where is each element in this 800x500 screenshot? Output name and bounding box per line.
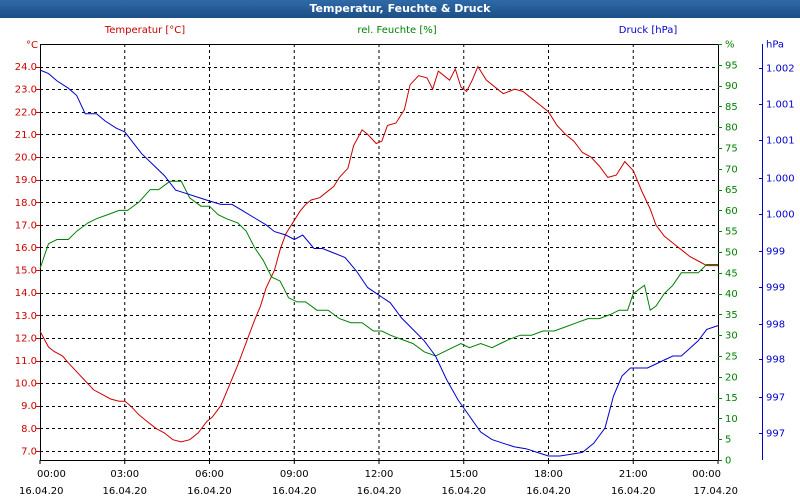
- humidity-tick-label: 85: [725, 102, 738, 113]
- humidity-tick-label: 10: [725, 414, 738, 425]
- x-tick-date-label: 16.04.20: [102, 486, 147, 497]
- pressure-tick-label: 1.000: [766, 174, 795, 185]
- pressure-axis: 997 997 998 998 999 999 1.000 1.000 1.001 1.001 1.…: [759, 40, 795, 440]
- humidity-axis-label: rel. Feuchte [%]: [357, 25, 436, 36]
- series-line-temperature: [39, 65, 718, 443]
- temperature-axis: 7.0 8.0 9.0 10.0 11.0 12.0 13.0 14.0 15.0 16.0 17.…: [15, 62, 40, 457]
- pressure-tick-label: hPa: [766, 40, 784, 51]
- humidity-tick-label: 35: [725, 310, 738, 321]
- temperature-tick-label: 20.0: [15, 153, 37, 164]
- x-tick-date-label: 16.04.20: [272, 486, 317, 497]
- temperature-tick-label: 10.0: [15, 379, 37, 390]
- pressure-tick-label: 1.000: [766, 210, 795, 221]
- temperature-axis-label: Temperatur [°C]: [104, 25, 185, 36]
- pressure-tick-label: 998: [766, 320, 785, 331]
- temperature-tick-label: 7.0: [21, 446, 37, 457]
- x-tick-date-label: 16.04.20: [441, 486, 486, 497]
- humidity-tick-label: 50: [725, 248, 738, 259]
- pressure-tick-label: 999: [766, 247, 785, 258]
- humidity-tick-label: 15: [725, 393, 738, 404]
- x-tick-time-label: 21:00: [619, 469, 648, 480]
- x-tick-time-label: 15:00: [449, 469, 478, 480]
- temperature-tick-label: 15.0: [15, 266, 37, 277]
- x-tick-date-label: 16.04.20: [611, 486, 656, 497]
- temperature-tick-label: 11.0: [15, 356, 37, 367]
- pressure-tick-label: 1.001: [766, 100, 795, 111]
- humidity-tick-label: 80: [725, 123, 738, 134]
- humidity-tick-label: %: [725, 40, 735, 51]
- humidity-tick-label: 30: [725, 331, 738, 342]
- humidity-tick-label: 60: [725, 206, 738, 217]
- humidity-tick-label: 20: [725, 372, 738, 383]
- x-tick-time-label: 00:00: [37, 469, 66, 480]
- pressure-tick-label: 997: [766, 393, 785, 404]
- humidity-tick-label: 45: [725, 268, 738, 279]
- pressure-tick-label: 997: [766, 429, 785, 440]
- temperature-tick-label: 8.0: [21, 424, 37, 435]
- humidity-tick-label: 40: [725, 289, 738, 300]
- temperature-tick-label: 24.0: [15, 62, 37, 73]
- humidity-tick-label: 75: [725, 144, 738, 155]
- temperature-tick-label: 12.0: [15, 333, 37, 344]
- x-axis: 00:00 16.04.20 03:00 16.04.20 06:00 16.04.20 0…: [19, 460, 738, 497]
- series-line-humidity: [39, 180, 718, 357]
- humidity-tick-label: 0: [725, 456, 731, 467]
- temperature-tick-label: 18.0: [15, 198, 37, 209]
- temperature-tick-label: 14.0: [15, 288, 37, 299]
- humidity-tick-label: 95: [725, 60, 738, 71]
- window-title: Temperatur, Feuchte & Druck: [0, 0, 800, 18]
- pressure-tick-label: 999: [766, 283, 785, 294]
- humidity-tick-label: 70: [725, 164, 738, 175]
- pressure-tick-label: 1.001: [766, 136, 795, 147]
- humidity-tick-label: 65: [725, 185, 738, 196]
- x-tick-time-label: 18:00: [534, 469, 563, 480]
- temperature-tick-label: 13.0: [15, 311, 37, 322]
- pressure-tick-label: 998: [766, 355, 785, 366]
- humidity-axis: 0 5 10 15 20 25 30 35 40 45 50 55 60 65 70 75 80 85 90 95%: [718, 40, 738, 467]
- humidity-tick-label: 5: [725, 435, 731, 446]
- x-tick-time-label: 09:00: [280, 469, 309, 480]
- temperature-tick-label: 16.0: [15, 243, 37, 254]
- series-lines: [39, 65, 719, 457]
- x-tick-date-label: 16.04.20: [357, 486, 402, 497]
- chart: 7.0 8.0 9.0 10.0 11.0 12.0 13.0 14.0 15.0 16.0 17.…: [15, 25, 795, 497]
- x-tick-date-label: 16.04.20: [187, 486, 232, 497]
- x-tick-time-label: 12:00: [365, 469, 394, 480]
- x-tick-date-label: 16.04.20: [526, 486, 571, 497]
- pressure-tick-label: 1.002: [766, 64, 795, 75]
- series-line-pressure: [39, 69, 719, 457]
- temperature-unit-label: °C: [26, 40, 38, 51]
- x-tick-time-label: 00:00: [692, 469, 721, 480]
- x-tick-date-label: 16.04.20: [19, 486, 64, 497]
- temperature-tick-label: 21.0: [15, 130, 37, 141]
- humidity-tick-label: 90: [725, 81, 738, 92]
- temperature-tick-label: 22.0: [15, 107, 37, 118]
- temperature-tick-label: 19.0: [15, 175, 37, 186]
- x-tick-time-label: 06:00: [195, 469, 224, 480]
- x-tick-date-label: 17.04.20: [693, 486, 738, 497]
- pressure-axis-label: Druck [hPa]: [619, 25, 678, 36]
- humidity-tick-label: 55: [725, 227, 738, 238]
- temperature-tick-label: 17.0: [15, 220, 37, 231]
- temperature-tick-label: 23.0: [15, 85, 37, 96]
- humidity-tick-label: 25: [725, 352, 738, 363]
- plot-border: [40, 44, 763, 461]
- grid: [40, 44, 718, 460]
- temperature-tick-label: 9.0: [21, 401, 37, 412]
- x-tick-time-label: 03:00: [110, 469, 139, 480]
